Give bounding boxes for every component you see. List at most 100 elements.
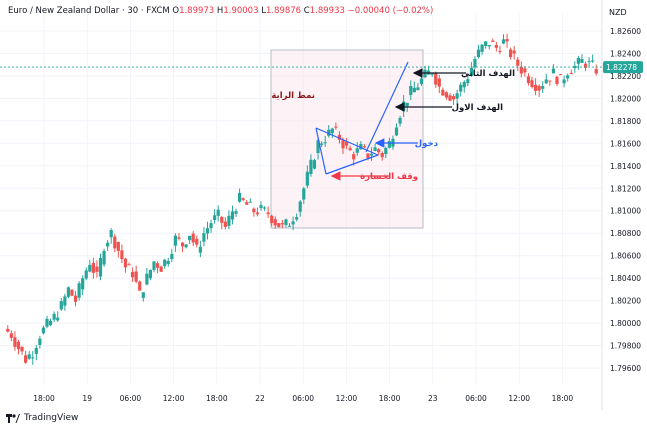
candle-body — [373, 147, 377, 151]
candle-body — [213, 215, 217, 221]
candle-body — [280, 223, 284, 225]
candle-body — [419, 78, 424, 84]
candle-body — [362, 146, 367, 148]
candle-body — [188, 235, 192, 241]
candle-body — [459, 84, 463, 92]
candle-body — [469, 67, 473, 77]
candle-body — [252, 208, 256, 213]
candle-body — [412, 87, 416, 93]
annotation-label: الهدف الاول — [452, 103, 503, 113]
open-label: O — [172, 6, 180, 16]
high-value: 1.90003 — [223, 6, 259, 16]
candle-body — [355, 148, 359, 153]
candle-body — [491, 40, 495, 42]
candle-body — [352, 154, 356, 160]
candle-body — [583, 63, 588, 68]
x-tick-label: 18:00 — [552, 394, 574, 403]
candle-body — [309, 159, 313, 175]
currency-label: NZD — [609, 8, 627, 17]
candle-body — [302, 188, 306, 200]
candle-body — [348, 148, 352, 151]
candle-body — [359, 143, 363, 150]
candle-body — [191, 233, 195, 243]
candle-body — [377, 149, 381, 153]
y-tick-label: 1.80400 — [610, 274, 641, 283]
candle-body — [437, 78, 441, 87]
candle-body — [416, 87, 420, 91]
y-tick-label: 1.82200 — [610, 72, 641, 81]
candle-body — [270, 215, 274, 224]
candle-body — [594, 69, 598, 74]
candle-body — [444, 92, 449, 98]
y-tick-label: 1.79800 — [610, 342, 641, 351]
candle-body — [205, 228, 210, 234]
candle-body — [526, 76, 531, 84]
x-tick-label: 19 — [82, 394, 92, 403]
candle-body — [180, 242, 185, 247]
x-tick-label: 18:00 — [206, 394, 228, 403]
candle-body — [312, 160, 317, 169]
change-value: −0.00040 (−0.02%) — [347, 6, 434, 16]
candle-body — [84, 270, 88, 279]
y-tick-label: 1.80800 — [610, 229, 641, 238]
candle-body — [337, 134, 342, 140]
candle-body — [512, 50, 516, 54]
high-label: H — [216, 6, 224, 16]
breakout-line — [365, 61, 409, 153]
y-tick-label: 1.82600 — [610, 27, 641, 36]
candle-body — [9, 333, 13, 338]
candle-body — [230, 211, 235, 220]
candle-body — [330, 128, 334, 134]
y-tick-label: 1.81600 — [610, 139, 641, 148]
candle-body — [223, 221, 227, 227]
open-value: 1.89973 — [179, 6, 215, 16]
candle-body — [344, 141, 349, 146]
candle-body — [184, 244, 188, 248]
candle-body — [566, 75, 570, 79]
candle-body — [430, 73, 434, 75]
candle-body — [558, 74, 563, 76]
candle-body — [533, 84, 538, 91]
candle-body — [63, 296, 67, 306]
candle-body — [441, 89, 445, 96]
candle-body — [291, 221, 295, 225]
x-tick-label: 18:00 — [33, 394, 55, 403]
candle-body — [509, 49, 513, 58]
candle-body — [555, 76, 559, 85]
y-tick-label: 1.79600 — [610, 364, 641, 373]
candle-body — [434, 73, 438, 85]
candle-body — [91, 262, 95, 273]
x-tick-label: 12:00 — [163, 394, 185, 403]
candle-body — [455, 93, 459, 99]
candle-body — [562, 79, 566, 84]
candle-body — [77, 283, 81, 298]
candle-body — [170, 253, 174, 260]
candle-body — [484, 41, 488, 46]
candle-body — [537, 85, 541, 91]
candle-body — [155, 263, 160, 268]
symbol-title: Euro / New Zealand Dollar · 30 · FXCM — [8, 6, 170, 16]
x-tick-label: 12:00 — [336, 394, 358, 403]
candle-body — [145, 273, 149, 285]
tradingview-brand[interactable]: TradingView — [6, 413, 78, 423]
candle-body — [73, 295, 78, 302]
candle-body — [569, 72, 573, 75]
y-tick-label: 1.82400 — [610, 49, 641, 58]
pennant-upper-line — [315, 127, 379, 156]
brand-name: TradingView — [24, 413, 79, 423]
candle-body — [320, 143, 324, 145]
candle-body — [138, 281, 142, 291]
candle-body — [519, 66, 523, 74]
candle-body — [305, 171, 309, 186]
candle-body — [576, 57, 580, 64]
candle-body — [451, 96, 456, 100]
x-tick-label: 18:00 — [379, 394, 401, 403]
candle-body — [323, 142, 327, 144]
candle-body — [163, 259, 167, 267]
candle-body — [284, 219, 288, 225]
candle-body — [366, 153, 370, 158]
low-label: L — [261, 6, 266, 16]
annotation-label: الهدف الثاني — [461, 69, 515, 79]
